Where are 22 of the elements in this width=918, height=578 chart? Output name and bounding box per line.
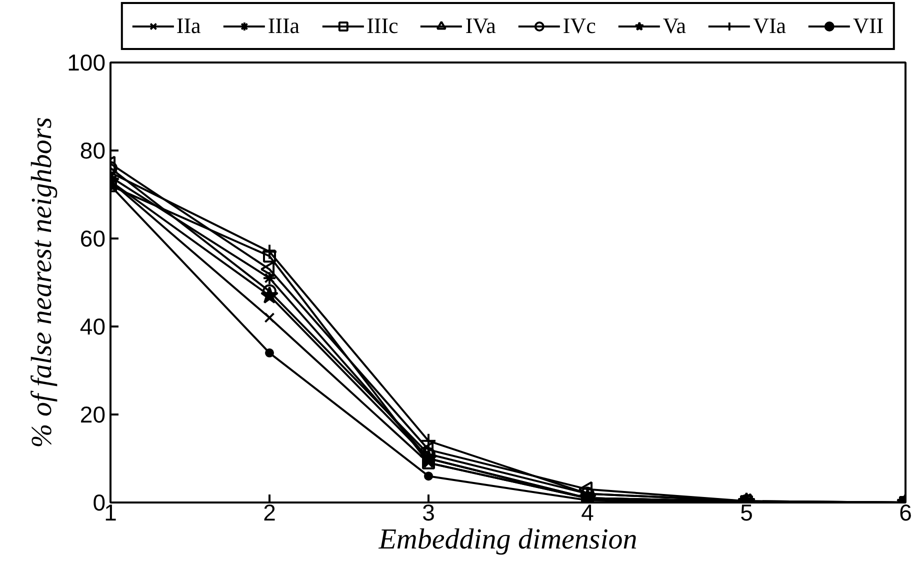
- y-tick-label: 20: [80, 402, 106, 428]
- x-tick-label: 2: [263, 500, 276, 526]
- y-tick-label: 40: [80, 314, 106, 340]
- x-tick-label: 3: [422, 500, 435, 526]
- legend-label: VIa: [753, 13, 786, 39]
- legend-label: IVa: [465, 13, 496, 39]
- x-tick-label: 1: [104, 500, 117, 526]
- legend-label: IVc: [562, 13, 596, 39]
- x-tick-label: 5: [740, 500, 753, 526]
- y-axis-title: % of false nearest neighbors: [26, 117, 58, 448]
- legend-label: Va: [662, 13, 686, 39]
- x-tick-label: 4: [581, 500, 594, 526]
- y-tick-label: 0: [92, 490, 106, 516]
- y-tick-label: 100: [67, 50, 106, 76]
- legend-label: IIIa: [268, 13, 300, 39]
- legend-label: VII: [853, 13, 884, 39]
- legend-label: IIIc: [366, 13, 398, 39]
- x-axis-title: Embedding dimension: [378, 524, 638, 556]
- legend-label: IIa: [176, 13, 201, 39]
- x-tick-label: 6: [899, 500, 912, 526]
- y-tick-label: 80: [80, 138, 106, 164]
- y-tick-label: 60: [80, 226, 106, 252]
